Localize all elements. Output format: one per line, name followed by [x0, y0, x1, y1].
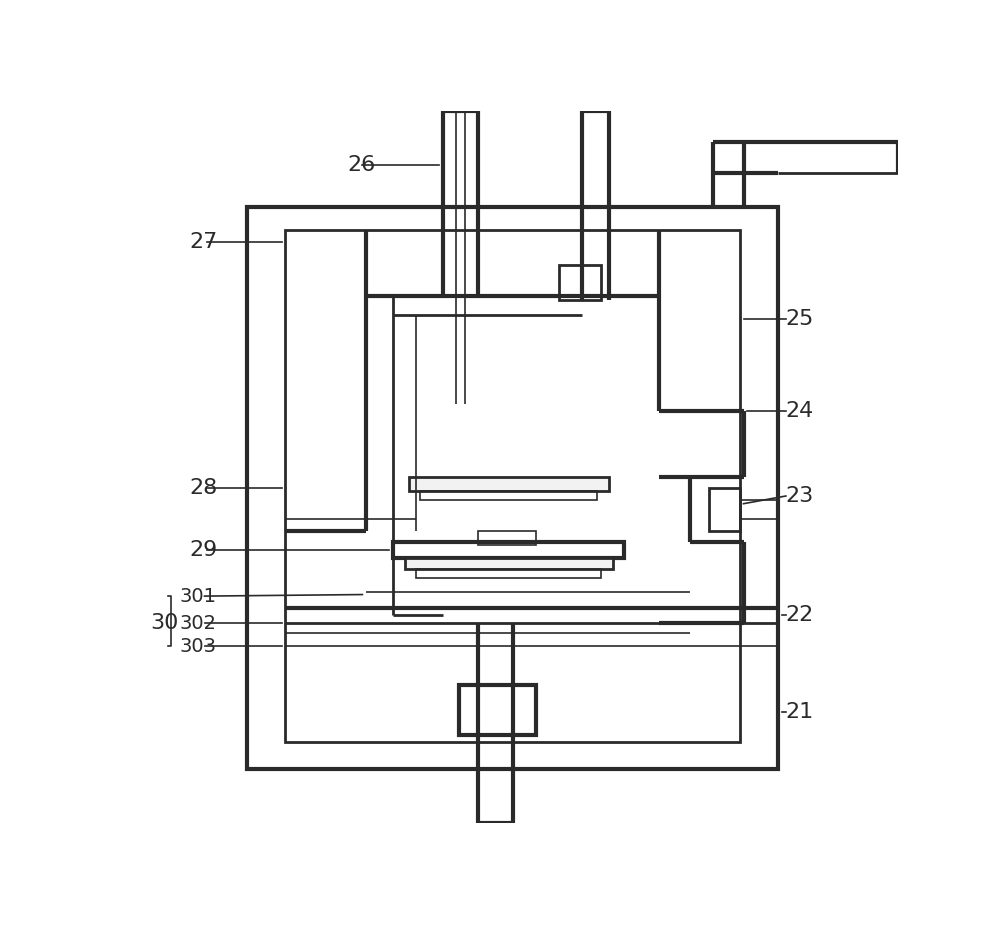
- Text: 301: 301: [180, 586, 217, 606]
- Bar: [247, 207, 778, 770]
- Text: 29: 29: [189, 540, 217, 560]
- Bar: [405, 558, 613, 569]
- Text: 26: 26: [347, 154, 375, 175]
- Text: 25: 25: [786, 309, 814, 329]
- Bar: [709, 488, 740, 531]
- Text: 28: 28: [189, 478, 217, 499]
- Bar: [420, 490, 597, 500]
- Bar: [416, 569, 601, 578]
- Text: 23: 23: [786, 486, 814, 506]
- Text: 302: 302: [180, 613, 217, 633]
- Bar: [285, 230, 740, 743]
- Text: 30: 30: [151, 613, 179, 633]
- Bar: [478, 531, 536, 545]
- Bar: [559, 265, 601, 300]
- Bar: [409, 476, 609, 490]
- Bar: [393, 542, 624, 558]
- Text: 22: 22: [786, 605, 814, 625]
- Text: 21: 21: [786, 701, 814, 722]
- Text: 24: 24: [786, 401, 814, 421]
- Text: 303: 303: [180, 636, 217, 656]
- Bar: [459, 684, 536, 734]
- Text: 27: 27: [189, 232, 217, 252]
